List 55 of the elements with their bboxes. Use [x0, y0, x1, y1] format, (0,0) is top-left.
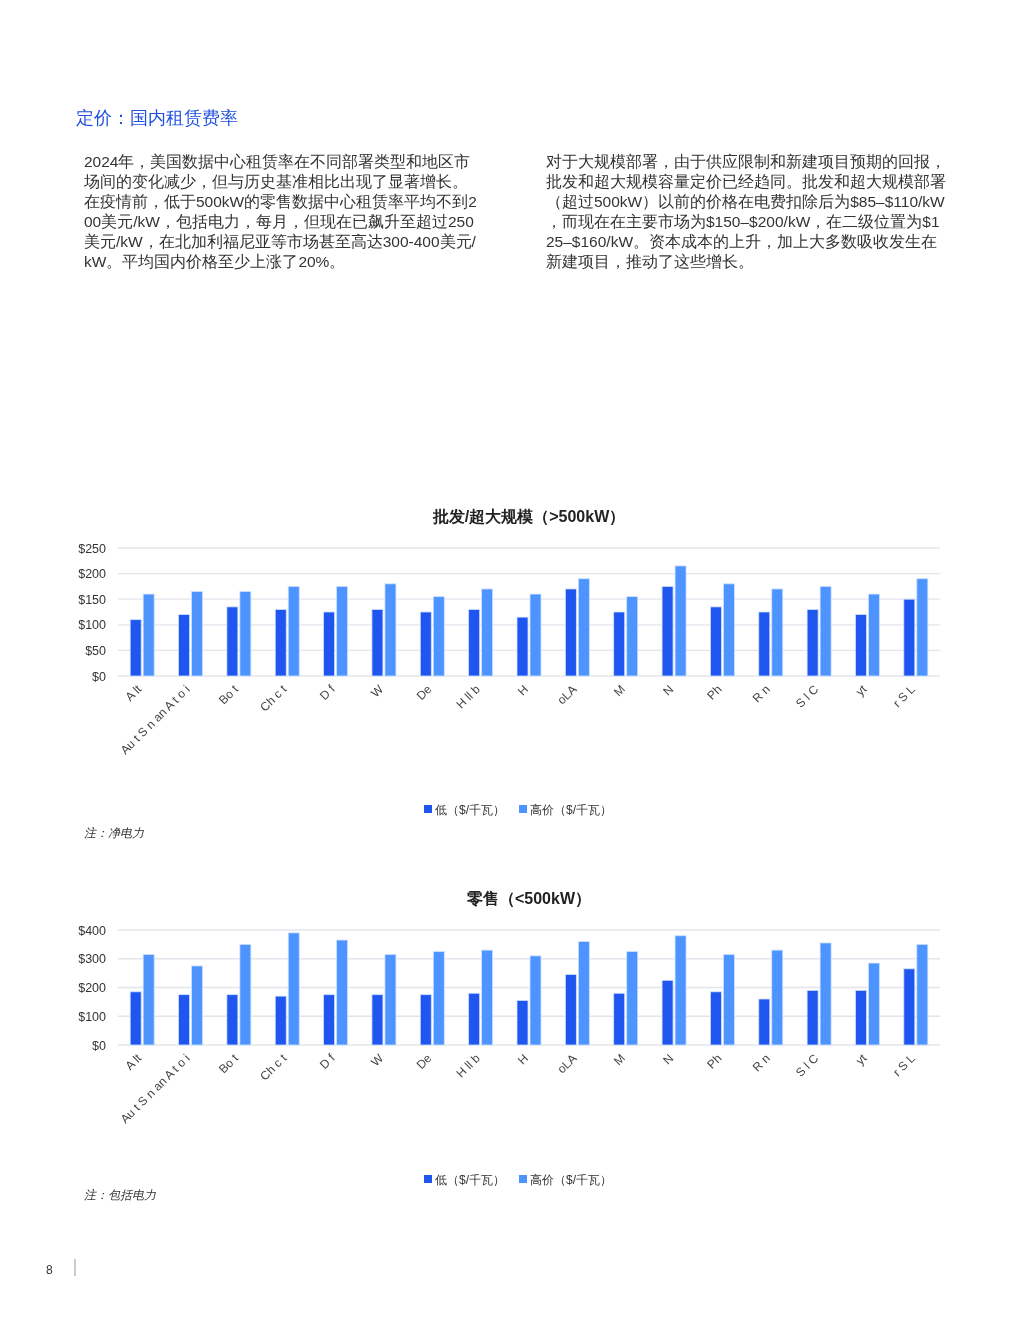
- x-tick-label: R n: [749, 1051, 773, 1075]
- x-tick-label: H: [515, 1051, 532, 1068]
- text: 8: [46, 1263, 53, 1277]
- legend-label: 低（$/千瓦）: [435, 803, 506, 817]
- x-tick-label: D f: [316, 681, 339, 703]
- x-tick-label: Ch c t: [257, 681, 290, 715]
- x-tick-label: D f: [316, 1050, 339, 1072]
- legend-label: 高价（$/千瓦）: [530, 1173, 613, 1187]
- y-tick-label: $400: [78, 923, 107, 938]
- x-tick-label: yt: [853, 1050, 871, 1068]
- x-tick-label: Ch c t: [257, 1050, 290, 1084]
- x-tick-label: N: [660, 682, 677, 699]
- y-tick-label: $250: [78, 541, 107, 556]
- y-tick-label: $200: [78, 981, 107, 995]
- y-tick-label: $50: [85, 643, 107, 658]
- y-tick-label: $300: [78, 952, 107, 967]
- x-tick-label: W: [368, 681, 387, 701]
- text: 2024年，美国数据中心租赁率在不同部署类型和地区市场间的变化减少，但与历史基准相比出现了显著增长。在疫情前，低于500kW的零售数据中心租赁率平均不到200美元/kW，包括电力，每月，但现在已飙升至超过250美元/kW，在北加利福尼亚等市场甚至高达300-400美元/kW。平均国内价格至少上涨了20%。: [83, 153, 477, 270]
- text: 定价：国内租赁费率: [76, 108, 238, 128]
- x-tick-label: R n: [749, 682, 773, 706]
- x-tick-label: Ph: [704, 682, 725, 703]
- y-tick-label: $100: [78, 1009, 107, 1024]
- y-tick-label: $150: [78, 592, 107, 607]
- x-tick-label: De: [413, 681, 435, 703]
- x-tick-label: N: [660, 1051, 677, 1068]
- chart-title: 零售（<500kW）: [465, 890, 592, 908]
- legend-label: 高价（$/千瓦）: [530, 803, 613, 817]
- x-tick-label: M: [610, 1051, 628, 1069]
- x-tick-label: H ll b: [453, 1050, 483, 1081]
- x-tick-label: Bo t: [216, 681, 242, 708]
- x-tick-label: A lt: [122, 681, 145, 704]
- x-tick-label: W: [368, 1050, 387, 1070]
- x-tick-label: M: [610, 682, 628, 700]
- y-tick-label: $0: [92, 669, 107, 684]
- x-tick-label: r S L: [890, 681, 919, 711]
- x-tick-label: A lt: [122, 1050, 145, 1073]
- text: 对于大规模部署，由于供应限制和新建项目预期的回报，批发和超大规模容量定价已经趋同。批发和超大规模部署（超过500kW）以前的价格在电费扣除后为$85–$110/kW，而现在在主要市场为$150–$200/kW，在二级位置为$125–$160/kW。资本成本的上升，加上大多数吸收发生在新建项目，推动了这些增长。: [546, 153, 946, 270]
- y-tick-label: $100: [78, 618, 107, 633]
- x-tick-label: yt: [853, 681, 871, 699]
- x-tick-label: H ll b: [453, 681, 483, 712]
- x-tick-label: S l C: [792, 681, 822, 711]
- text: 注：包括电力: [84, 1188, 156, 1202]
- x-tick-label: oLA: [554, 1051, 580, 1077]
- text: 注：净电力: [84, 826, 144, 840]
- x-tick-label: oLA: [554, 682, 580, 708]
- x-tick-label: S l C: [792, 1050, 822, 1080]
- x-tick-label: De: [413, 1050, 435, 1072]
- y-tick-label: $200: [78, 567, 107, 582]
- x-tick-label: Ph: [704, 1051, 725, 1072]
- x-tick-label: H: [515, 682, 532, 699]
- y-tick-label: $0: [92, 1038, 107, 1053]
- chart-title: 批发/超大规模（>500kW）: [431, 508, 626, 526]
- x-tick-label: r S L: [890, 1050, 919, 1080]
- x-tick-label: Bo t: [216, 1050, 242, 1077]
- legend-label: 低（$/千瓦）: [435, 1173, 506, 1187]
